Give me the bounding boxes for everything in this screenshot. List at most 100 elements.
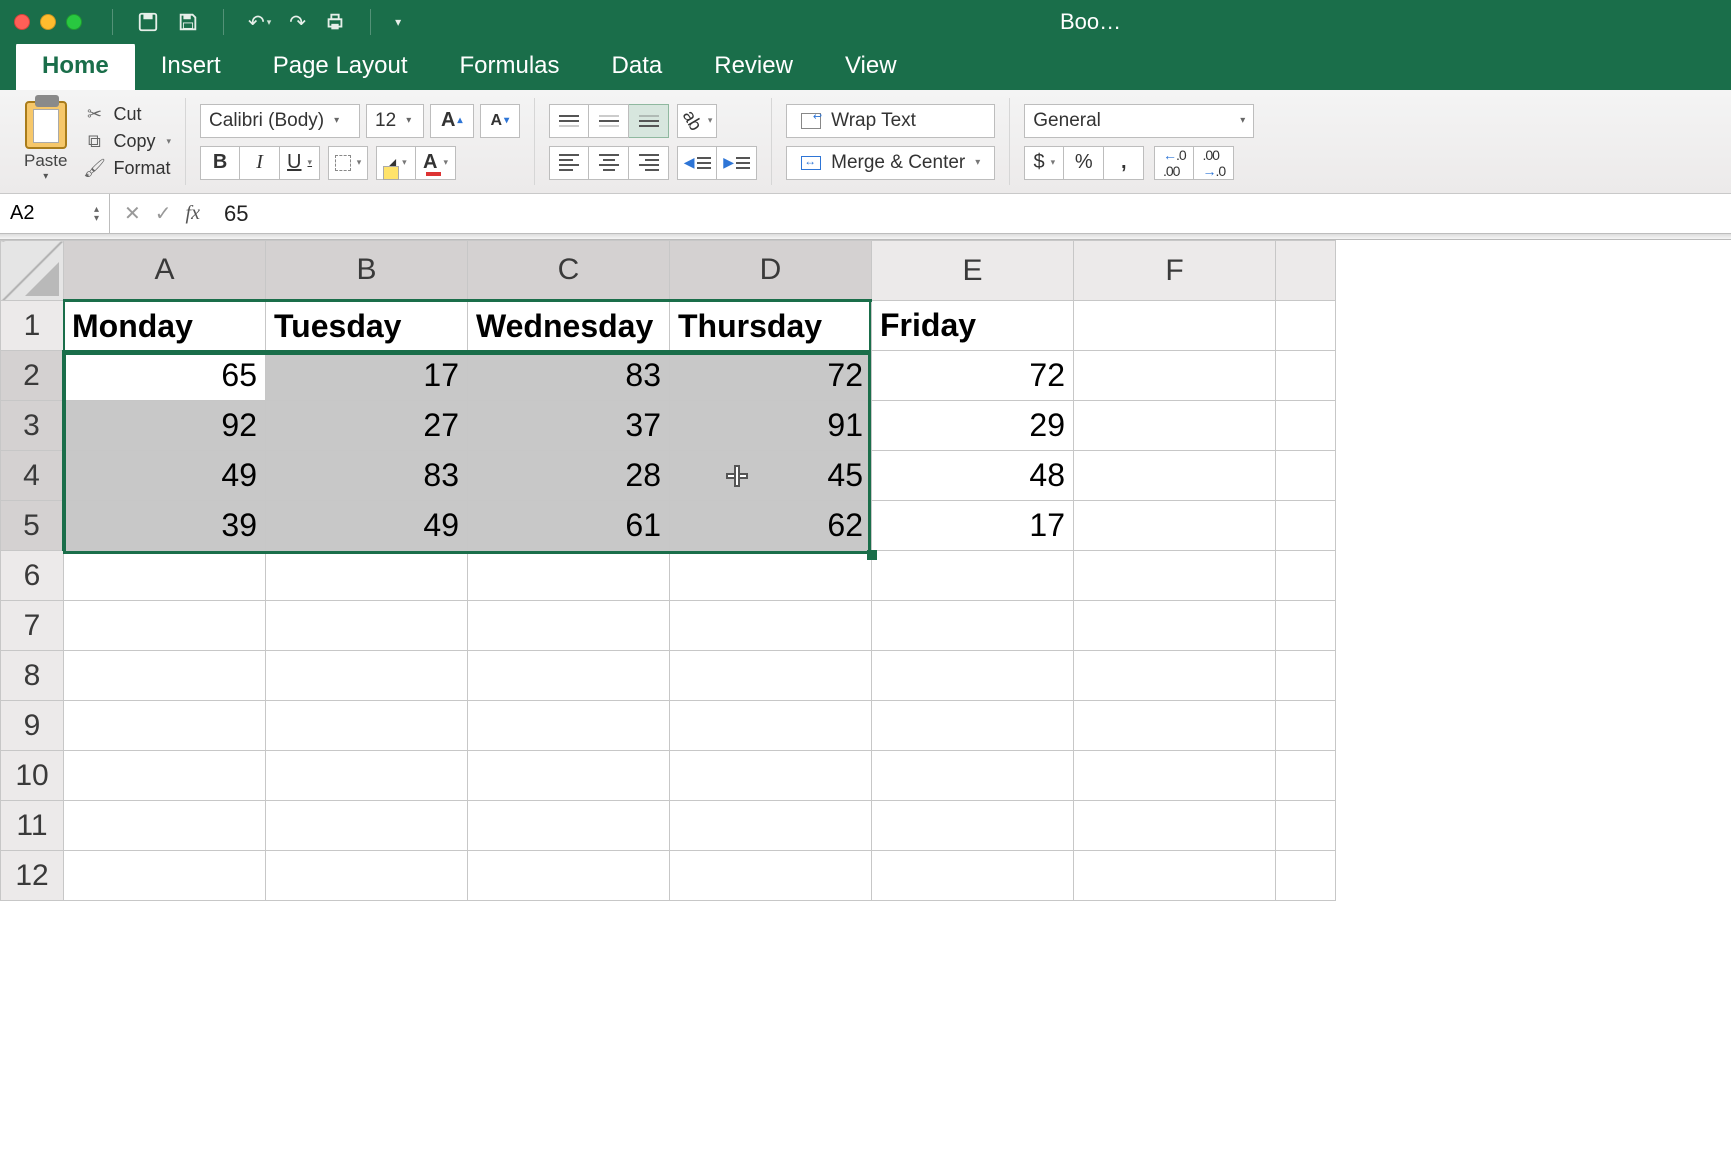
name-box[interactable]: A2 ▴▾ [0,194,110,233]
cell-E8[interactable] [872,651,1074,701]
cell-D9[interactable] [670,701,872,751]
cell-E5[interactable]: 17 [872,501,1074,551]
cell-G1[interactable] [1276,301,1336,351]
font-color-button[interactable]: A▾ [416,146,456,180]
italic-button[interactable]: I [240,146,280,180]
cell-E12[interactable] [872,851,1074,901]
accounting-format-button[interactable]: $▾ [1024,146,1064,180]
row-header-2[interactable]: 2 [1,351,64,401]
cell-F6[interactable] [1074,551,1276,601]
cell-C3[interactable]: 37 [468,401,670,451]
cell-C8[interactable] [468,651,670,701]
close-window-button[interactable] [14,14,30,30]
cell-D12[interactable] [670,851,872,901]
cell-A12[interactable] [64,851,266,901]
align-right-button[interactable] [629,146,669,180]
row-header-4[interactable]: 4 [1,451,64,501]
paste-dropdown-icon[interactable]: ▾ [43,171,48,182]
row-header-5[interactable]: 5 [1,501,64,551]
cell-B7[interactable] [266,601,468,651]
align-top-button[interactable] [549,104,589,138]
row-header-8[interactable]: 8 [1,651,64,701]
cell-G4[interactable] [1276,451,1336,501]
format-painter-button[interactable]: 🖌 Format [83,158,171,179]
cell-B4[interactable]: 83 [266,451,468,501]
tab-view[interactable]: View [819,42,923,90]
cell-G2[interactable] [1276,351,1336,401]
cell-A9[interactable] [64,701,266,751]
cell-G11[interactable] [1276,801,1336,851]
cell-A3[interactable]: 92 [64,401,266,451]
cell-F8[interactable] [1074,651,1276,701]
cell-D8[interactable] [670,651,872,701]
cell-B2[interactable]: 17 [266,351,468,401]
tab-formulas[interactable]: Formulas [434,42,586,90]
cell-F9[interactable] [1074,701,1276,751]
col-header-C[interactable]: C [468,241,670,301]
col-header-A[interactable]: A [64,241,266,301]
cell-E7[interactable] [872,601,1074,651]
cell-C4[interactable]: 28 [468,451,670,501]
cell-B12[interactable] [266,851,468,901]
col-header-G[interactable] [1276,241,1336,301]
align-bottom-button[interactable] [629,104,669,138]
tab-review[interactable]: Review [688,42,819,90]
cell-B5[interactable]: 49 [266,501,468,551]
align-middle-button[interactable] [589,104,629,138]
cell-E4[interactable]: 48 [872,451,1074,501]
cell-A8[interactable] [64,651,266,701]
percent-format-button[interactable]: % [1064,146,1104,180]
autosave-icon[interactable] [137,11,159,33]
wrap-text-button[interactable]: Wrap Text [786,104,995,138]
cell-G6[interactable] [1276,551,1336,601]
underline-button[interactable]: U▾ [280,146,320,180]
cell-G5[interactable] [1276,501,1336,551]
save-icon[interactable] [177,11,199,33]
cell-B9[interactable] [266,701,468,751]
cell-A10[interactable] [64,751,266,801]
redo-icon[interactable]: ↷ [289,10,306,35]
cell-A11[interactable] [64,801,266,851]
cell-G9[interactable] [1276,701,1336,751]
borders-button[interactable]: ▾ [328,146,368,180]
cell-F11[interactable] [1074,801,1276,851]
cell-C12[interactable] [468,851,670,901]
cell-D4[interactable]: 45 [670,451,872,501]
cell-D11[interactable] [670,801,872,851]
zoom-window-button[interactable] [66,14,82,30]
cell-G10[interactable] [1276,751,1336,801]
name-box-spinner[interactable]: ▴▾ [94,205,99,223]
cell-A4[interactable]: 49 [64,451,266,501]
customize-qat-icon[interactable]: ▾ [395,15,401,29]
cell-C11[interactable] [468,801,670,851]
sheet-grid[interactable]: A B C D E F 1 Monday Tuesday Wednesday T… [0,240,1336,901]
orientation-button[interactable]: ab▾ [677,104,717,138]
cell-A1[interactable]: Monday [64,301,266,351]
font-size-combo[interactable]: 12 ▾ [366,104,424,138]
formula-input[interactable]: 65 [214,201,1731,227]
confirm-formula-icon[interactable]: ✓ [155,201,172,226]
merge-center-button[interactable]: Merge & Center ▾ [786,146,995,180]
tab-data[interactable]: Data [586,42,689,90]
cell-F3[interactable] [1074,401,1276,451]
select-all-corner[interactable] [1,241,64,301]
cell-B6[interactable] [266,551,468,601]
increase-font-button[interactable]: A▴ [430,104,473,138]
cell-C1[interactable]: Wednesday [468,301,670,351]
cell-B11[interactable] [266,801,468,851]
cell-C10[interactable] [468,751,670,801]
cell-D10[interactable] [670,751,872,801]
cut-button[interactable]: ✂ Cut [83,104,171,125]
tab-page-layout[interactable]: Page Layout [247,42,434,90]
fill-color-button[interactable]: ◢ ▾ [376,146,416,180]
cell-A2[interactable]: 65 [64,351,266,401]
minimize-window-button[interactable] [40,14,56,30]
row-header-3[interactable]: 3 [1,401,64,451]
cell-A7[interactable] [64,601,266,651]
cell-A6[interactable] [64,551,266,601]
row-header-7[interactable]: 7 [1,601,64,651]
cell-E10[interactable] [872,751,1074,801]
cell-D7[interactable] [670,601,872,651]
copy-button[interactable]: ⧉ Copy ▾ [83,131,171,152]
row-header-1[interactable]: 1 [1,301,64,351]
